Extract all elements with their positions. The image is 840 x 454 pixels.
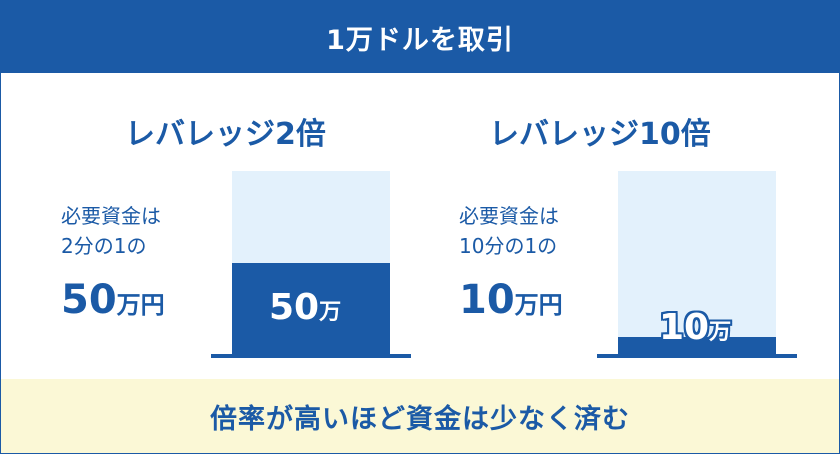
requirement-line-2: 10分の1の [459,234,558,258]
bar-baseline-2x [211,354,411,358]
bar-label-2x: 50万 [269,287,341,328]
header-title: 1万ドルを取引 [326,24,514,56]
requirement-line-2: 2分の1の [61,234,147,258]
amount-unit: 万円 [514,291,563,319]
bar-label-unit: 万 [319,300,342,325]
column-title-leverage-2x: レバレッジ2倍 [125,117,326,152]
bar-background-10x [618,171,776,355]
amount-number: 50 [61,277,117,323]
amount-number: 10 [459,277,515,323]
bar-baseline-10x [597,354,797,358]
bar-label-unit: 万 [709,320,732,345]
bar-label-number: 50 [269,287,320,328]
header-banner: 1万ドルを取引 [1,1,839,73]
required-amount-2x: 50万円 [61,277,165,323]
requirement-text-2x: 必要資金は 2分の1の [61,201,161,261]
requirement-line-1: 必要資金は [459,204,559,228]
bar-label-10x: 10万 [659,307,731,348]
footer-message: 倍率が高いほど資金は少なく済む [210,403,630,435]
required-amount-10x: 10万円 [459,277,563,323]
requirement-text-10x: 必要資金は 10分の1の [459,201,559,261]
requirement-line-1: 必要資金は [61,204,161,228]
column-title-leverage-10x: レバレッジ10倍 [489,117,711,152]
footer-banner: 倍率が高いほど資金は少なく済む [1,379,839,453]
bar-fill-10x [618,337,776,355]
bar-fill-2x [232,263,390,355]
bar-label-number: 10 [659,307,710,348]
amount-unit: 万円 [116,291,165,319]
